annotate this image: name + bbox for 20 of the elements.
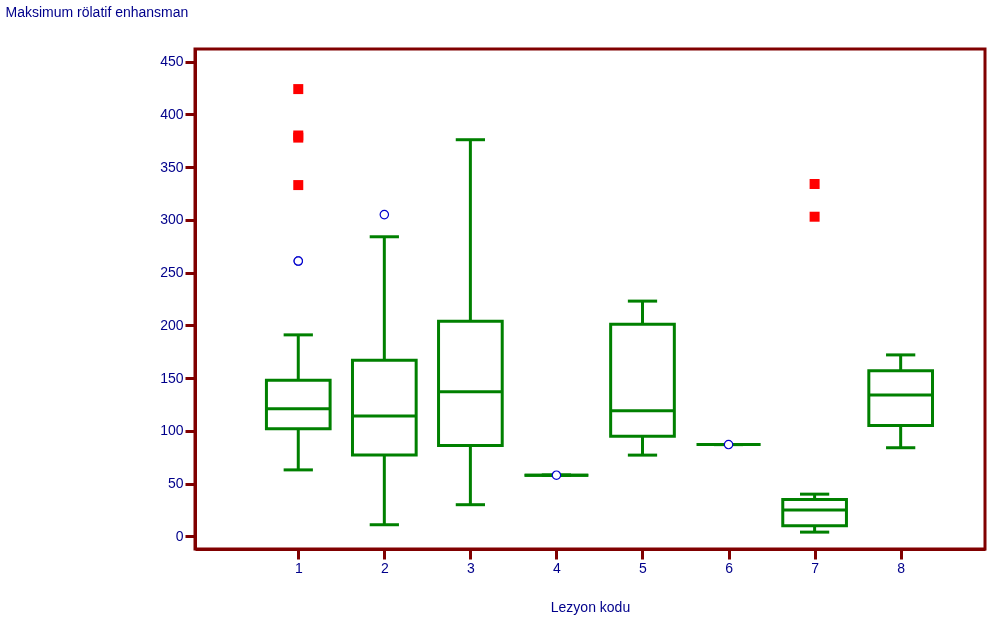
y-tick-label: 250 (160, 264, 184, 281)
x-tick-label: 3 (466, 559, 475, 576)
y-tick-label: 300 (160, 211, 184, 228)
y-tick-label: 100 (160, 422, 184, 439)
x-tick-label: 1 (294, 559, 303, 576)
x-axis-title: Lezyon kodu (550, 598, 631, 615)
y-tick-label: 450 (160, 53, 184, 70)
x-tick-label: 7 (811, 559, 820, 576)
x-tick-label: 5 (639, 559, 648, 576)
x-tick-label: 4 (553, 559, 562, 576)
y-tick-label: 400 (160, 105, 184, 122)
y-tick-label: 350 (160, 158, 184, 175)
y-tick-label: 200 (160, 316, 184, 333)
y-axis-title: Maksimum rölatif enhansman (5, 3, 189, 20)
y-tick-label: 150 (160, 369, 184, 386)
x-tick-label: 8 (897, 559, 906, 576)
x-tick-label: 6 (725, 559, 734, 576)
y-tick-label: 0 (175, 527, 184, 544)
y-tick-label: 50 (167, 475, 184, 492)
x-tick-label: 2 (380, 559, 389, 576)
